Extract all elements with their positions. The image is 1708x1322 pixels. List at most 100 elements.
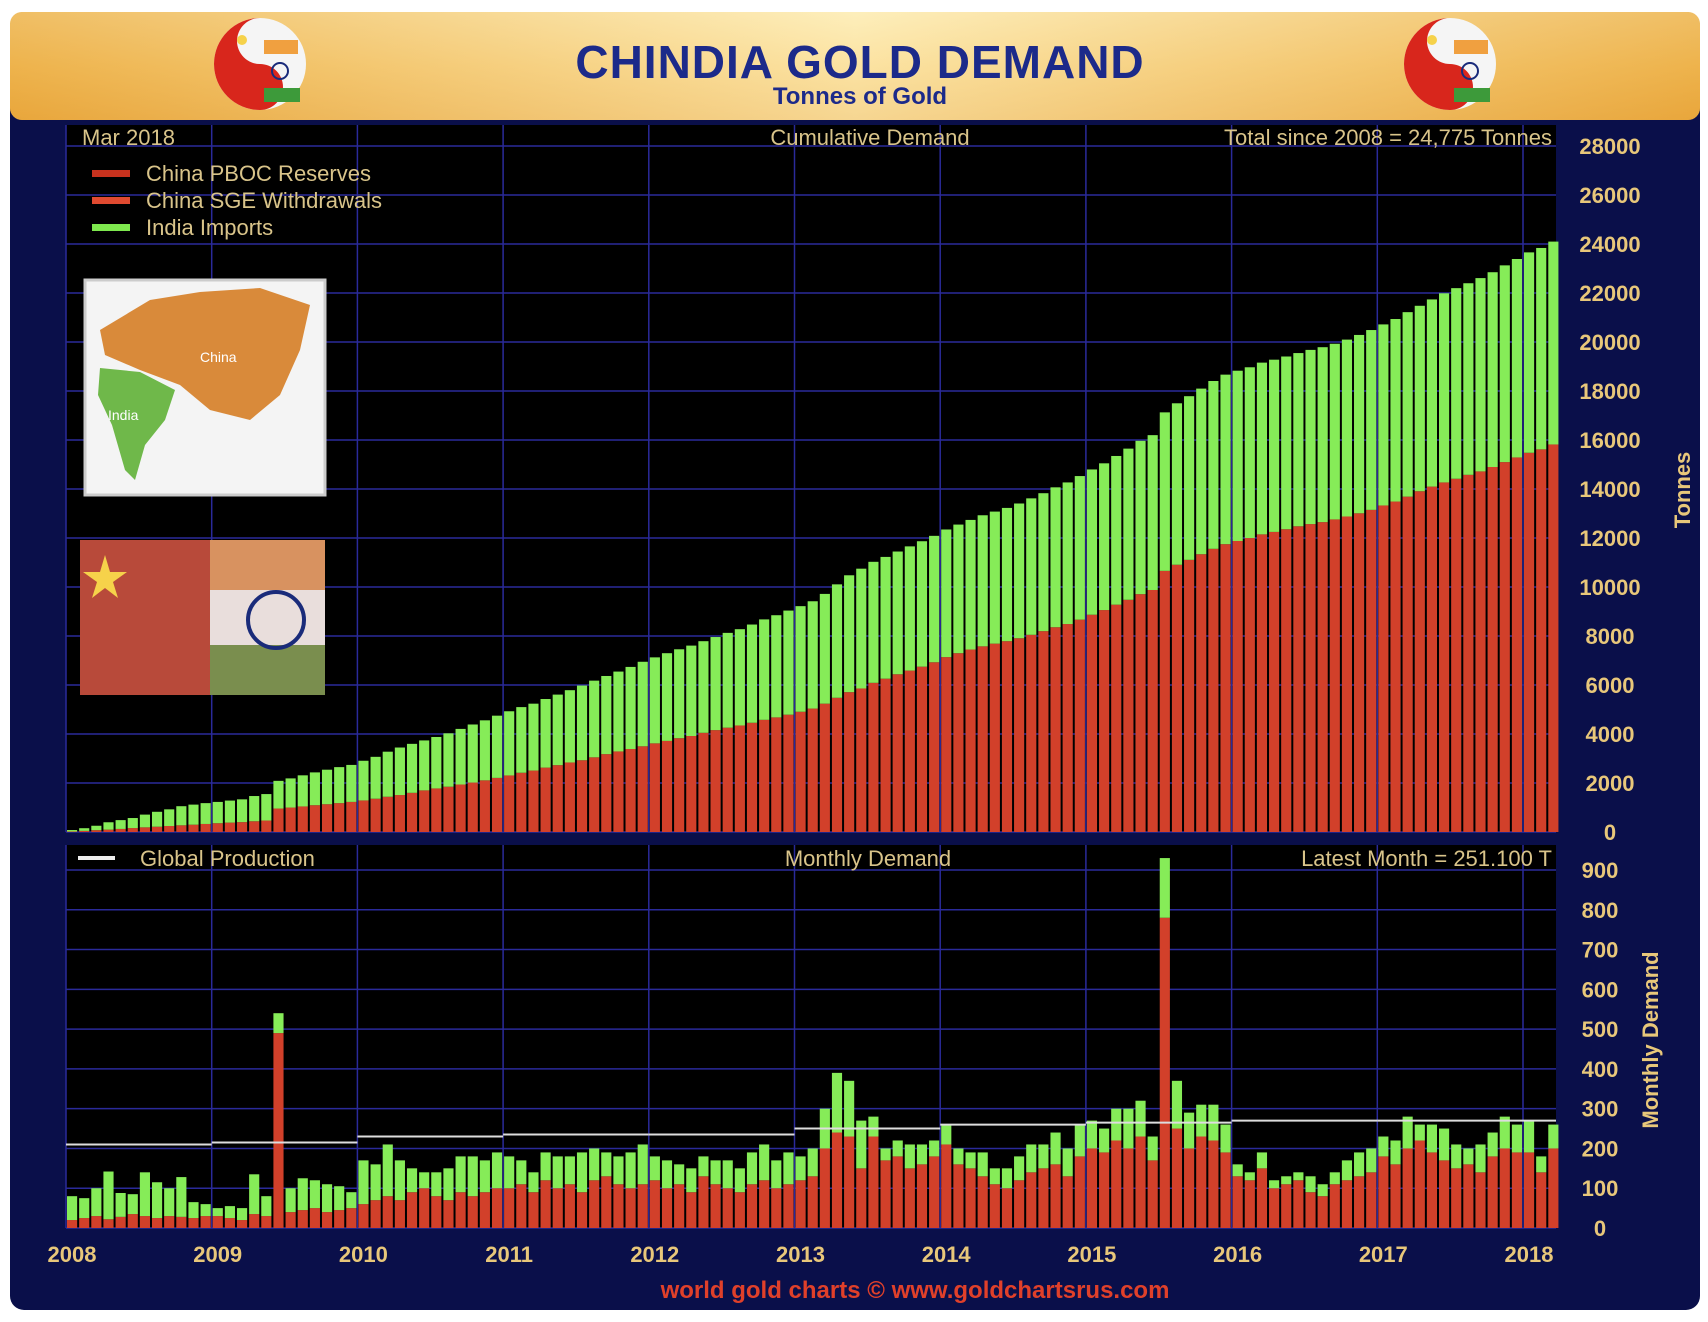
monthly-china-bar bbox=[1487, 1156, 1498, 1228]
bottom-y-tick: 100 bbox=[1582, 1176, 1619, 1201]
cumulative-china-bar bbox=[625, 748, 636, 832]
chindia-logo bbox=[214, 18, 306, 110]
cumulative-china-bar bbox=[1463, 474, 1474, 832]
cumulative-india-bar bbox=[176, 806, 187, 826]
cumulative-india-bar bbox=[880, 556, 891, 679]
monthly-china-bar bbox=[1524, 1152, 1535, 1228]
monthly-india-bar bbox=[91, 1188, 102, 1217]
monthly-india-bar bbox=[443, 1168, 454, 1201]
legend-swatch bbox=[92, 224, 130, 231]
top-panel-title: Cumulative Demand bbox=[770, 125, 969, 150]
cumulative-china-bar bbox=[273, 808, 284, 832]
cumulative-china-bar bbox=[224, 822, 235, 832]
monthly-china-bar bbox=[601, 1176, 612, 1228]
footer-credit: world gold charts © www.goldchartsrus.co… bbox=[660, 1277, 1170, 1304]
monthly-india-bar bbox=[1536, 1156, 1547, 1173]
monthly-india-bar bbox=[661, 1160, 673, 1189]
cumulative-india-bar bbox=[1135, 440, 1146, 595]
monthly-china-bar bbox=[965, 1168, 976, 1228]
monthly-india-bar bbox=[1439, 1128, 1450, 1161]
monthly-china-bar bbox=[1317, 1196, 1328, 1228]
monthly-china-bar bbox=[200, 1216, 211, 1228]
monthly-india-bar bbox=[1171, 1080, 1183, 1129]
monthly-india-bar bbox=[637, 1144, 648, 1185]
monthly-china-bar bbox=[309, 1208, 320, 1228]
cumulative-india-bar bbox=[989, 511, 1000, 644]
cumulative-china-bar bbox=[1414, 491, 1425, 832]
cumulative-china-bar bbox=[759, 719, 770, 832]
monthly-china-bar bbox=[443, 1200, 454, 1228]
monthly-china-bar bbox=[176, 1216, 187, 1228]
cumulative-india-bar bbox=[564, 690, 575, 763]
top-y-tick: 8000 bbox=[1586, 624, 1635, 649]
monthly-india-bar bbox=[1451, 1144, 1462, 1169]
monthly-china-bar bbox=[1426, 1152, 1438, 1228]
cumulative-india-bar bbox=[1050, 487, 1061, 628]
monthly-china-bar bbox=[1244, 1180, 1255, 1228]
legend-label: China PBOC Reserves bbox=[146, 161, 371, 186]
monthly-china-bar bbox=[431, 1196, 442, 1228]
monthly-china-bar bbox=[1499, 1148, 1510, 1228]
top-y-tick: 6000 bbox=[1586, 673, 1635, 698]
monthly-china-bar bbox=[783, 1184, 794, 1228]
cumulative-india-bar bbox=[236, 799, 248, 823]
monthly-china-bar bbox=[127, 1214, 138, 1228]
monthly-china-bar bbox=[734, 1192, 745, 1228]
monthly-china-bar bbox=[516, 1184, 527, 1228]
cumulative-china-bar bbox=[1244, 538, 1255, 832]
cumulative-china-bar bbox=[79, 830, 90, 832]
cumulative-india-bar bbox=[1305, 349, 1316, 525]
cumulative-india-bar bbox=[1123, 448, 1134, 600]
top-y-tick: 24000 bbox=[1579, 232, 1640, 257]
monthly-india-bar bbox=[540, 1152, 551, 1181]
cumulative-india-bar bbox=[1062, 482, 1073, 625]
cumulative-china-bar bbox=[1305, 524, 1316, 832]
cumulative-china-bar bbox=[394, 795, 405, 832]
cumulative-india-bar bbox=[358, 760, 369, 801]
monthly-china-bar bbox=[880, 1160, 891, 1228]
monthly-china-bar bbox=[1269, 1188, 1280, 1228]
monthly-china-bar bbox=[1281, 1184, 1292, 1228]
cumulative-india-bar bbox=[1354, 334, 1365, 514]
monthly-india-bar bbox=[1426, 1124, 1438, 1153]
monthly-china-bar bbox=[892, 1156, 903, 1228]
cumulative-india-bar bbox=[831, 584, 843, 698]
cumulative-india-bar bbox=[504, 711, 515, 776]
monthly-india-bar bbox=[698, 1156, 709, 1177]
chart-title: CHINDIA GOLD DEMAND bbox=[575, 36, 1144, 88]
monthly-china-bar bbox=[941, 1144, 952, 1228]
cumulative-india-bar bbox=[1378, 324, 1389, 506]
cumulative-china-bar bbox=[1475, 471, 1486, 832]
monthly-china-bar bbox=[576, 1192, 588, 1228]
cumulative-india-bar bbox=[1281, 356, 1292, 530]
cumulative-india-bar bbox=[1232, 370, 1243, 541]
monthly-china-bar bbox=[674, 1184, 685, 1228]
monthly-china-bar bbox=[188, 1218, 199, 1228]
monthly-china-bar bbox=[916, 1164, 928, 1228]
monthly-china-bar bbox=[552, 1188, 563, 1228]
cumulative-india-bar bbox=[1487, 272, 1498, 467]
monthly-china-bar bbox=[771, 1188, 782, 1228]
monthly-china-bar bbox=[297, 1210, 308, 1228]
monthly-china-bar bbox=[1378, 1156, 1389, 1228]
cumulative-china-bar bbox=[856, 688, 867, 832]
monthly-india-bar bbox=[941, 1124, 952, 1145]
cumulative-india-bar bbox=[394, 747, 405, 796]
monthly-china-bar bbox=[419, 1188, 430, 1228]
cumulative-china-bar bbox=[176, 825, 187, 832]
cumulative-china-bar bbox=[698, 732, 709, 832]
cumulative-india-bar bbox=[698, 641, 709, 733]
cumulative-india-bar bbox=[601, 675, 612, 755]
monthly-china-bar bbox=[1414, 1140, 1425, 1228]
cumulative-india-bar bbox=[261, 794, 272, 821]
monthly-india-bar bbox=[321, 1184, 333, 1213]
monthly-india-bar bbox=[965, 1152, 976, 1169]
monthly-china-bar bbox=[236, 1220, 248, 1228]
x-tick-label: 2008 bbox=[48, 1242, 97, 1267]
map-label-china: China bbox=[200, 349, 237, 365]
cumulative-china-bar bbox=[661, 740, 673, 832]
cumulative-india-bar bbox=[1414, 305, 1425, 492]
monthly-india-bar bbox=[1354, 1152, 1365, 1177]
monthly-china-bar bbox=[831, 1132, 843, 1228]
cumulative-india-bar bbox=[589, 680, 600, 758]
